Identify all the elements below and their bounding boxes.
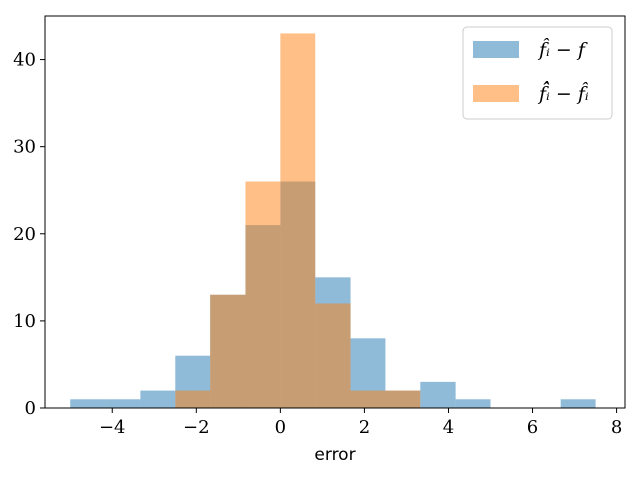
histogram-bar-series-2-bin-0 — [175, 390, 211, 408]
histogram-bar-series-1-bin-2 — [140, 390, 176, 408]
x-tick-label: 4 — [443, 417, 454, 438]
x-tick-label: 6 — [527, 417, 538, 438]
histogram-bar-series-1-bin-1 — [105, 399, 141, 408]
histogram-bar-series-2-bin-3 — [280, 33, 316, 409]
x-tick-label: 0 — [275, 417, 286, 438]
legend-swatch-2 — [473, 85, 519, 102]
y-tick-label: 20 — [13, 224, 36, 245]
legend-swatch-1 — [473, 41, 519, 58]
histogram-bar-series-2-bin-4 — [315, 303, 351, 408]
histogram-bar-series-1-bin-14 — [560, 399, 596, 408]
histogram-bar-series-2-bin-1 — [210, 294, 246, 408]
x-tick-label: −4 — [99, 417, 126, 438]
histogram-bar-series-1-bin-11 — [455, 399, 491, 408]
plot-frame — [44, 15, 626, 409]
y-tick-label: 0 — [25, 398, 36, 419]
x-tick-label: 2 — [359, 417, 370, 438]
histogram-bar-series-2-bin-5 — [350, 390, 386, 408]
y-tick-label: 10 — [13, 311, 36, 332]
x-axis-label: error — [314, 445, 355, 465]
x-tick-label: −2 — [183, 417, 210, 438]
y-tick-label: 40 — [13, 50, 36, 71]
histogram-bar-series-1-bin-10 — [420, 381, 456, 408]
y-tick-label: 30 — [13, 137, 36, 158]
legend-label-1: f̂ᵢ − f — [537, 38, 588, 61]
legend-label-2: f̂̂ᵢ − f̂ᵢ — [537, 80, 589, 105]
histogram-bar-series-2-bin-2 — [245, 181, 281, 408]
x-tick-label: 8 — [611, 417, 622, 438]
legend-box — [462, 26, 613, 120]
histogram-bar-series-2-bin-6 — [385, 390, 421, 408]
legend: f̂ᵢ − f f̂̂ᵢ − f̂ᵢ — [462, 26, 613, 120]
histogram-bar-series-1-bin-0 — [70, 399, 106, 408]
axes-layer: −4 −2 0 2 4 6 8 0 10 20 30 40 — [13, 15, 626, 438]
bars-layer — [70, 33, 596, 409]
